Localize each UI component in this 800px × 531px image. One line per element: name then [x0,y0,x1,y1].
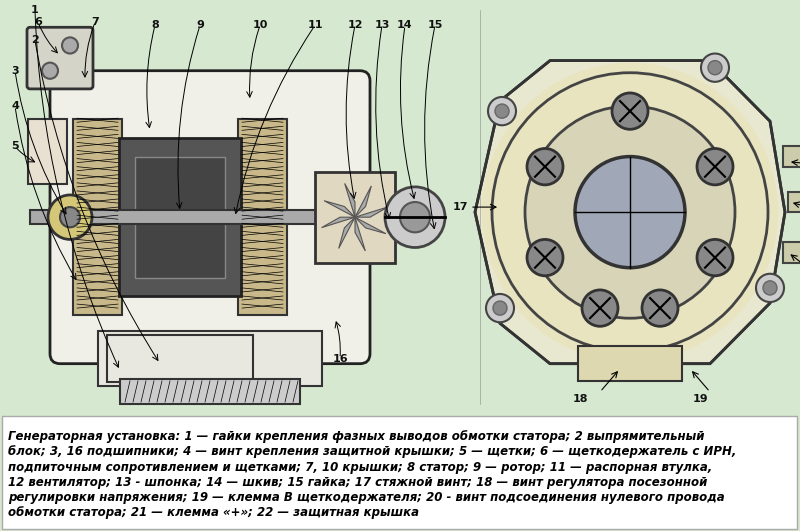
Text: 14: 14 [397,20,413,30]
Text: обмотки статора; 21 — клемма «+»; 22 — защитная крышка: обмотки статора; 21 — клемма «+»; 22 — з… [8,506,419,519]
Circle shape [486,294,514,322]
Text: Генераторная установка: 1 — гайки крепления фазных выводов обмотки статора; 2 вы: Генераторная установка: 1 — гайки крепле… [8,430,705,443]
FancyBboxPatch shape [2,416,797,529]
Polygon shape [322,217,355,228]
Circle shape [482,63,778,362]
Circle shape [62,37,78,54]
FancyBboxPatch shape [578,347,682,381]
Text: 17: 17 [452,202,468,212]
Text: 19: 19 [692,394,708,404]
FancyBboxPatch shape [5,10,465,399]
Circle shape [575,157,685,268]
FancyBboxPatch shape [73,119,122,315]
FancyBboxPatch shape [27,27,93,89]
Text: 8: 8 [151,20,159,30]
Text: 10: 10 [252,20,268,30]
FancyBboxPatch shape [30,210,390,224]
Circle shape [582,290,618,326]
Text: 2: 2 [31,36,39,46]
Text: 7: 7 [91,17,99,27]
FancyBboxPatch shape [28,119,67,184]
Circle shape [527,239,563,276]
Polygon shape [355,217,366,251]
Text: блок; 3, 16 подшипники; 4 — винт крепления защитной крышки; 5 — щетки; 6 — щетко: блок; 3, 16 подшипники; 4 — винт креплен… [8,446,736,458]
Text: 1: 1 [31,5,39,15]
FancyBboxPatch shape [50,71,370,364]
Polygon shape [355,217,386,234]
Circle shape [701,54,729,82]
Circle shape [488,97,516,125]
Text: подпиточным сопротивлением и щетками; 7, 10 крышки; 8 статор; 9 — ротор; 11 — ра: подпиточным сопротивлением и щетками; 7,… [8,460,712,474]
Text: 16: 16 [332,354,348,364]
Text: 12: 12 [347,20,362,30]
Polygon shape [345,183,355,217]
Circle shape [612,93,648,130]
Circle shape [495,104,509,118]
Circle shape [756,274,784,302]
FancyBboxPatch shape [120,379,300,404]
Polygon shape [324,201,355,217]
Circle shape [385,187,445,247]
FancyBboxPatch shape [783,147,800,167]
Text: 4: 4 [11,101,19,111]
Polygon shape [355,207,389,217]
FancyBboxPatch shape [135,157,225,278]
Text: 6: 6 [34,17,42,27]
Circle shape [697,149,733,185]
Text: регулировки напряжения; 19 — клемма В щеткодержателя; 20 - винт подсоединения ну: регулировки напряжения; 19 — клемма В ще… [8,491,725,504]
Circle shape [42,63,58,79]
Text: 13: 13 [374,20,390,30]
Circle shape [400,202,430,233]
Circle shape [697,239,733,276]
Text: 9: 9 [196,20,204,30]
Circle shape [642,290,678,326]
Text: 18: 18 [572,394,588,404]
Text: 3: 3 [11,66,19,76]
Circle shape [763,281,777,295]
Polygon shape [475,61,785,364]
Circle shape [60,207,80,227]
Text: 11: 11 [307,20,322,30]
Text: 5: 5 [11,141,19,151]
FancyBboxPatch shape [98,331,322,386]
FancyBboxPatch shape [783,243,800,263]
Text: 12 вентилятор; 13 - шпонка; 14 — шкив; 15 гайка; 17 стяжной винт; 18 — винт регу: 12 вентилятор; 13 - шпонка; 14 — шкив; 1… [8,476,707,489]
FancyBboxPatch shape [119,139,241,296]
Circle shape [527,149,563,185]
FancyBboxPatch shape [788,192,800,212]
Circle shape [708,61,722,75]
Polygon shape [355,186,371,217]
FancyBboxPatch shape [238,119,287,315]
Polygon shape [338,217,355,249]
Circle shape [48,195,92,239]
Text: 15: 15 [427,20,442,30]
FancyBboxPatch shape [107,336,253,382]
Circle shape [525,106,735,318]
Circle shape [493,301,507,315]
FancyBboxPatch shape [315,172,395,263]
